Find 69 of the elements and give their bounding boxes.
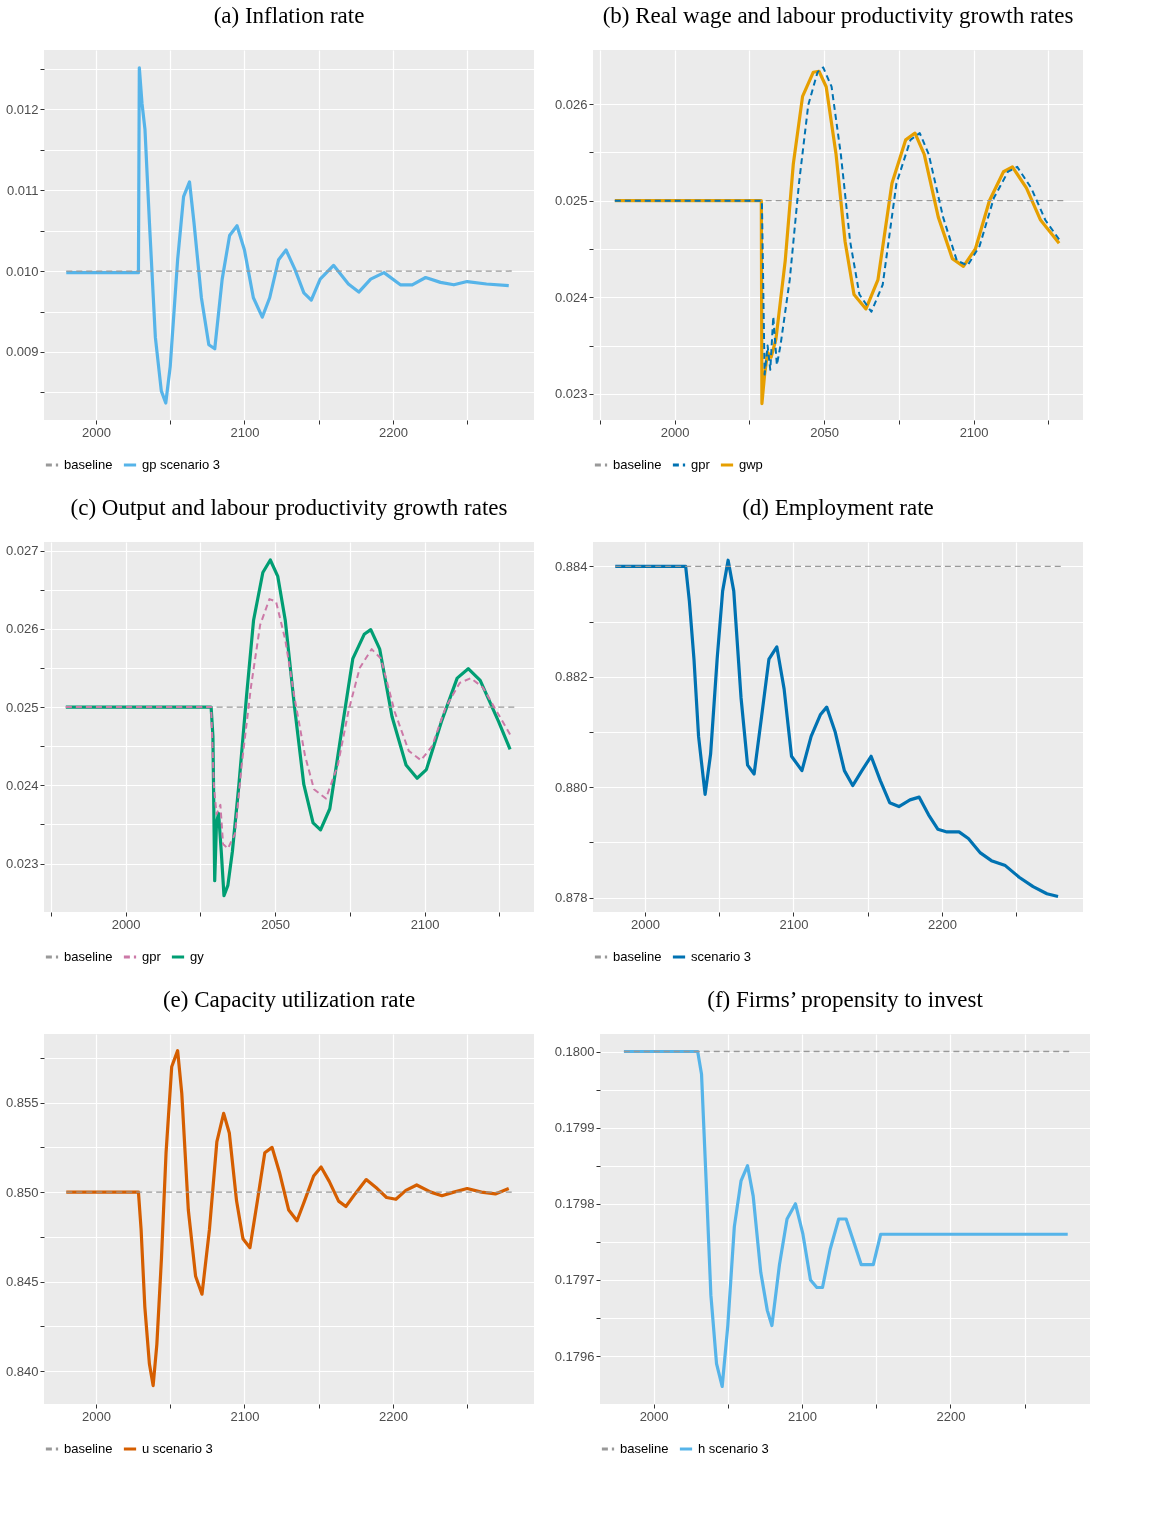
x-tick-label: 2100	[779, 916, 809, 932]
y-tick-label: 0.1800	[554, 1044, 595, 1060]
y-tick-label: 0.027	[5, 543, 39, 559]
line-series	[64, 66, 511, 405]
x-tick-label: 2100	[788, 1408, 817, 1424]
y-tick-label: 0.880	[554, 779, 588, 795]
x-tick-label: 2100	[410, 916, 440, 932]
x-tick-label: 2200	[927, 916, 957, 932]
x-tick-label: 2000	[660, 424, 690, 440]
legend-label: baseline	[64, 457, 113, 472]
x-tick-label: 2000	[82, 424, 111, 440]
x-tick-label: 2200	[936, 1408, 966, 1424]
legend-label: baseline	[620, 1441, 669, 1456]
y-tick-label: 0.024	[554, 289, 588, 305]
x-tick-label: 2000	[111, 916, 141, 932]
y-tick-label: 0.845	[5, 1274, 39, 1290]
legend-label: baseline	[613, 949, 662, 964]
legend-label: gpr	[691, 457, 711, 472]
y-tick-label: 0.1797	[554, 1272, 595, 1288]
legend-label: h scenario 3	[698, 1441, 769, 1456]
y-tick-label: 0.025	[554, 193, 588, 209]
line-series	[64, 1049, 511, 1388]
y-tick-label: 0.023	[554, 386, 588, 402]
legend-label: baseline	[64, 1441, 113, 1456]
x-tick-label: 2100	[230, 424, 260, 440]
legend-label: baseline	[613, 457, 662, 472]
y-tick-label: 0.1796	[554, 1348, 595, 1364]
x-tick-label: 2050	[810, 424, 840, 440]
line-series	[622, 1049, 1070, 1389]
legend-label: gy	[190, 949, 205, 964]
chart-title: (a) Inflation rate	[213, 3, 365, 28]
chart-title: (e) Capacity utilization rate	[162, 987, 416, 1012]
y-tick-label: 0.884	[554, 558, 588, 574]
y-tick-label: 0.850	[5, 1184, 39, 1200]
chart-title: (d) Employment rate	[742, 495, 934, 520]
legend-label: gp scenario 3	[142, 457, 221, 472]
y-tick-label: 0.840	[5, 1363, 39, 1379]
y-tick-label: 0.878	[554, 890, 588, 906]
legend-label: u scenario 3	[142, 1441, 213, 1456]
y-tick-label: 0.010	[5, 263, 39, 279]
x-tick-label: 2000	[639, 1408, 669, 1424]
y-tick-label: 0.1799	[554, 1120, 595, 1136]
y-tick-label: 0.012	[5, 101, 39, 117]
x-tick-label: 2100	[959, 424, 989, 440]
x-tick-label: 2000	[82, 1408, 111, 1424]
x-tick-label: 2050	[261, 916, 291, 932]
y-tick-label: 0.009	[5, 344, 39, 360]
x-tick-label: 2100	[230, 1408, 260, 1424]
legend-label: baseline	[64, 949, 113, 964]
chart-title: (c) Output and labour productivity growth rates	[70, 495, 508, 520]
y-tick-label: 0.855	[5, 1095, 39, 1111]
x-tick-label: 2200	[378, 1408, 408, 1424]
chart-title: (f) Firms’ propensity to invest	[707, 987, 984, 1012]
chart-title: (b) Real wage and labour productivity growth rates	[602, 3, 1074, 28]
legend-label: gwp	[739, 457, 763, 472]
y-tick-label: 0.026	[5, 621, 39, 637]
x-tick-label: 2200	[378, 424, 408, 440]
line-series	[613, 558, 1060, 899]
y-tick-label: 0.025	[5, 699, 39, 715]
x-tick-label: 2000	[631, 916, 660, 932]
y-tick-label: 0.026	[554, 96, 588, 112]
y-tick-label: 0.1798	[554, 1196, 595, 1212]
y-tick-label: 0.882	[554, 669, 588, 685]
y-tick-label: 0.011	[6, 182, 39, 198]
line-series	[64, 598, 512, 850]
y-tick-label: 0.024	[5, 777, 39, 793]
y-tick-label: 0.023	[5, 856, 39, 871]
legend-label: scenario 3	[691, 949, 751, 964]
legend-label: gpr	[142, 949, 162, 964]
